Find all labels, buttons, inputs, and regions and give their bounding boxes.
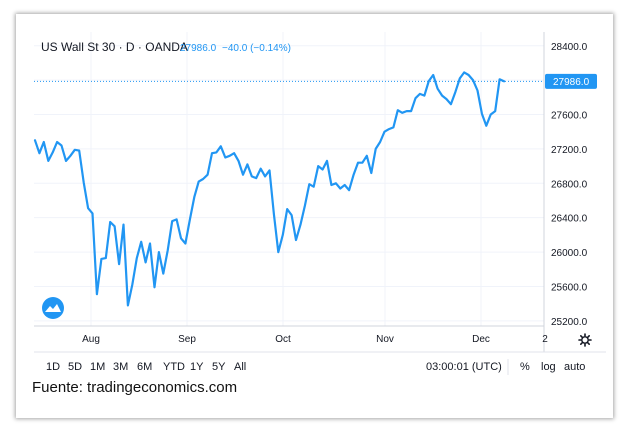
x-tick-label: Aug bbox=[82, 334, 100, 345]
y-tick-label: 25600.0 bbox=[551, 282, 588, 293]
range-button-5d[interactable]: 5D bbox=[68, 361, 82, 373]
y-tick-label: 27600.0 bbox=[551, 111, 588, 122]
y-tick-label: 25200.0 bbox=[551, 317, 588, 328]
y-tick-label: 26000.0 bbox=[551, 248, 588, 259]
source-note: Fuente: tradingeconomics.com bbox=[32, 379, 238, 396]
range-button-all[interactable]: All bbox=[234, 361, 246, 373]
chart: 25200.0 25600.0 26000.0 26400.0 26800.0 27200… bbox=[33, 32, 606, 375]
chart-frame: 25200.0 25600.0 26000.0 26400.0 26800.0 27200… bbox=[16, 14, 613, 418]
x-tick-label: Oct bbox=[275, 334, 291, 345]
range-button-3m[interactable]: 3M bbox=[113, 361, 128, 373]
series-line bbox=[33, 71, 506, 307]
x-tick-label: Dec bbox=[472, 334, 490, 345]
last-value-label: 27986.0 bbox=[553, 77, 590, 88]
percent-button[interactable]: % bbox=[520, 361, 530, 373]
range-button-1m[interactable]: 1M bbox=[90, 361, 105, 373]
range-button-1y[interactable]: 1Y bbox=[190, 361, 204, 373]
auto-button[interactable]: auto bbox=[564, 361, 585, 373]
y-tick-label: 26400.0 bbox=[551, 214, 588, 225]
x-axis-ticks: Aug Sep Oct Nov Dec 2 bbox=[82, 334, 548, 345]
range-button-ytd[interactable]: YTD bbox=[163, 361, 185, 373]
price-value: 27986.0 bbox=[180, 43, 217, 54]
price-change: −40.0 (−0.14%) bbox=[222, 43, 291, 54]
y-tick-label: 28400.0 bbox=[551, 42, 588, 53]
y-tick-label: 26800.0 bbox=[551, 179, 588, 190]
y-tick-label: 27200.0 bbox=[551, 145, 588, 156]
grid bbox=[34, 32, 544, 326]
symbol-title: US Wall St 30 · D · OANDA bbox=[41, 40, 188, 54]
x-tick-label: Nov bbox=[376, 334, 394, 345]
last-value-badge bbox=[545, 73, 597, 89]
range-button-6m[interactable]: 6M bbox=[137, 361, 152, 373]
range-button-1d[interactable]: 1D bbox=[46, 361, 60, 373]
range-button-5y[interactable]: 5Y bbox=[212, 361, 226, 373]
range-buttons: 1D 5D 1M 3M 6M YTD 1Y 5Y All bbox=[46, 361, 246, 373]
x-tick-label: Sep bbox=[178, 334, 196, 345]
y-axis-ticks: 25200.0 25600.0 26000.0 26400.0 26800.0 27200… bbox=[551, 42, 588, 328]
log-button[interactable]: log bbox=[541, 361, 556, 373]
x-tick-label: 2 bbox=[542, 334, 548, 345]
tradingview-logo-icon[interactable] bbox=[42, 297, 64, 319]
gear-icon[interactable] bbox=[578, 333, 592, 347]
utc-time[interactable]: 03:00:01 (UTC) bbox=[426, 361, 502, 373]
